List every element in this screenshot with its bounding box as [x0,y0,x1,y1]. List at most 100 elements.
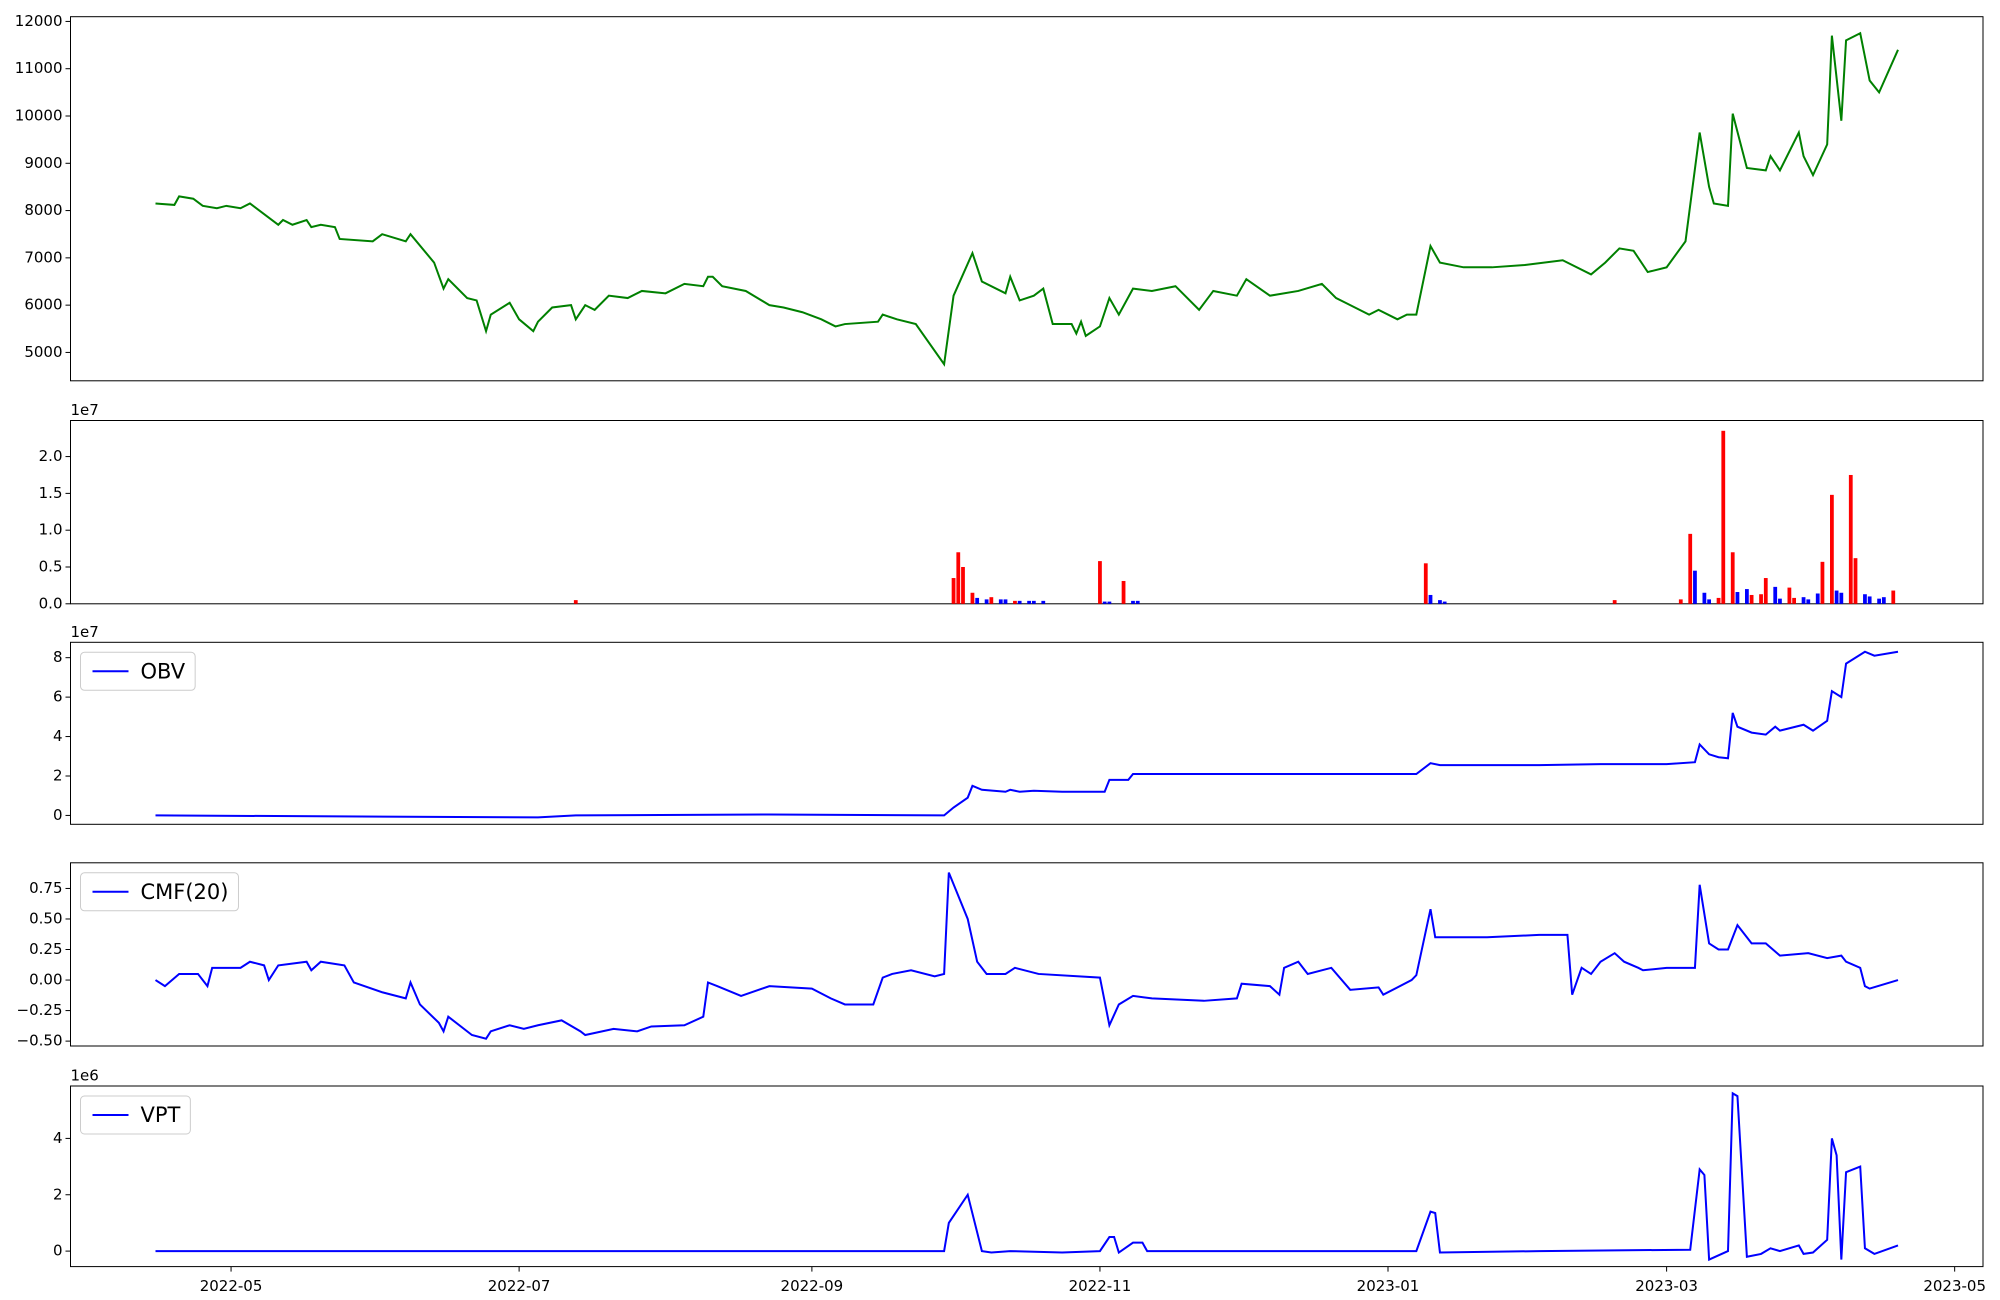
y-tick-label: 0.0 [39,594,63,612]
y-tick-label: 4 [53,1129,63,1147]
x-tick-label: 2023-05 [1923,1277,1986,1295]
y-tick-label: 0.75 [29,879,62,897]
y-tick-label: 1.5 [39,484,63,502]
bar [1839,592,1844,604]
bar [1102,601,1107,604]
y-tick-label: 0.5 [39,557,63,575]
bar [1830,494,1834,604]
plot-frame [70,1085,1984,1268]
bar [1735,592,1740,604]
bar [970,592,975,604]
bar [1730,552,1735,604]
legend-label: OBV [141,659,186,683]
bar [1834,590,1839,604]
bar [1688,533,1693,604]
bar [1003,599,1008,604]
line [155,31,1899,367]
bar [1863,594,1867,604]
bar [1792,597,1796,604]
y-tick-label: 6 [53,688,63,706]
bar [1891,590,1896,604]
bar [1438,600,1442,604]
bar [1806,599,1811,604]
plot-frame [70,862,1984,1047]
y-tick-label: 2 [53,766,63,784]
bar [1135,600,1140,604]
y-tick-label: 0.50 [29,909,62,927]
bar [1098,561,1102,604]
bar [951,578,956,604]
x-tick-label: 2022-09 [781,1277,844,1295]
y-tick-label: −0.50 [17,1032,63,1050]
line [155,1091,1899,1262]
bar [1759,594,1763,604]
legend-box [80,1095,191,1135]
bar [961,566,965,604]
panel: 0 2 4 2022-05 2022-07 2022-09 2022-11 2023-01 20… [53,1067,1986,1296]
bar [1787,587,1792,604]
bar [1013,600,1017,604]
bar [1848,474,1853,604]
axis-offset-label: 1e7 [71,623,99,641]
bar [1702,592,1707,604]
x-tick-label: 2023-01 [1357,1277,1420,1295]
bar [1107,601,1112,604]
bar [1815,593,1820,604]
bar [998,599,1003,604]
legend-box [80,872,239,912]
y-tick-label: −0.25 [17,1001,63,1019]
bar [1131,600,1135,604]
y-tick-label: 0.00 [29,971,62,989]
legend: OBV [80,651,196,691]
bar [1442,601,1447,604]
bar [984,599,989,604]
axis-offset-label: 1e6 [71,1067,99,1085]
bar [1423,563,1428,604]
bar [1121,580,1126,604]
bar [1820,561,1825,604]
y-tick-label: 0 [53,806,63,824]
legend-label: VPT [141,1103,181,1127]
bar [1773,586,1778,604]
y-tick-label: 1.0 [39,521,63,539]
bar [1867,596,1872,604]
bar [956,552,961,604]
bar [1721,430,1726,604]
legend: VPT [80,1095,191,1135]
bar [1881,597,1886,604]
x-tick-label: 2023-03 [1635,1277,1698,1295]
legend-label: CMF(20) [141,880,229,904]
y-tick-label: 5000 [24,343,62,361]
bar [1612,600,1617,604]
y-tick-label: 10000 [15,107,63,125]
bar [1853,558,1858,604]
bar [975,597,980,604]
y-tick-label: 2.0 [39,447,63,465]
line [155,650,1899,819]
x-tick-label: 2022-11 [1069,1277,1132,1295]
line [154,872,1899,1040]
panel: 0.0 0.5 1.0 1.5 2.0 1e7 [39,401,1984,612]
bar [1017,600,1022,604]
bar [573,600,578,604]
bar [1428,594,1433,604]
plot-frame [70,641,1984,825]
bar [1877,598,1881,604]
bar [1041,600,1046,604]
y-tick-label: 0 [53,1242,63,1260]
bar [1027,600,1031,604]
bar [989,597,994,604]
bar [1778,598,1782,604]
y-tick-label: 7000 [24,248,62,266]
bar [1707,599,1711,604]
y-tick-label: 9000 [24,154,62,172]
y-tick-label: 8 [53,648,63,666]
x-tick-label: 2022-05 [200,1277,263,1295]
bar [1745,589,1749,604]
bar [1678,599,1683,604]
y-tick-label: 11000 [15,59,63,77]
bar [1693,570,1697,604]
y-tick-label: 4 [53,727,63,745]
legend: CMF(20) [80,872,239,912]
